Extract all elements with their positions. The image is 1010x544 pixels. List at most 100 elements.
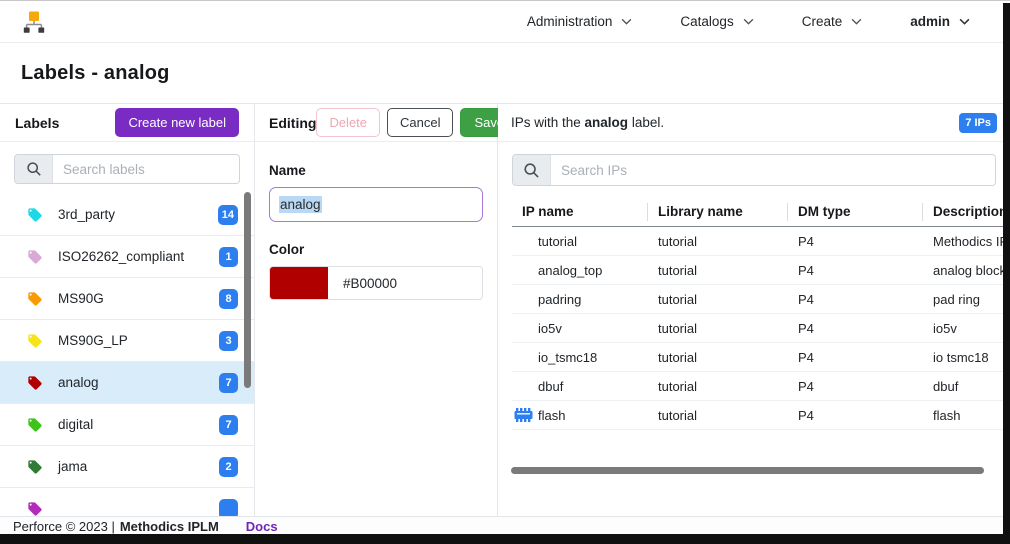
description-cell: dbuf	[933, 378, 959, 394]
delete-button[interactable]: Delete	[316, 108, 381, 137]
tag-icon	[28, 249, 42, 264]
docs-link[interactable]: Docs	[245, 519, 278, 534]
cancel-button[interactable]: Cancel	[387, 108, 454, 137]
library-name-cell: tutorial	[658, 291, 698, 307]
ip-table-row[interactable]: flash tutorial P4 flash	[512, 401, 1010, 430]
description-cell: Methodics IP	[933, 233, 1009, 249]
chevron-down-icon	[851, 18, 862, 25]
label-count-badge: 1	[219, 246, 238, 267]
label-count-badge: 3	[219, 330, 238, 351]
ip-name-cell[interactable]: dbuf	[512, 379, 648, 394]
nav-catalogs[interactable]: Catalogs	[680, 14, 754, 29]
ip-name-cell[interactable]: padring	[512, 292, 648, 307]
ip-table-row[interactable]: io5v tutorial P4 io5v	[512, 314, 1010, 343]
ips-header-suffix: label.	[628, 115, 665, 130]
label-name: ISO26262_compliant	[58, 249, 185, 264]
ips-panel: IPs with the analog label. 7 IPs IP name…	[498, 104, 1010, 516]
color-swatch[interactable]	[270, 267, 328, 299]
description-cell: flash	[933, 407, 961, 423]
labels-panel: Labels Create new label 3rd_party 14 ISO…	[0, 104, 255, 516]
search-labels-input[interactable]	[53, 155, 239, 183]
label-list-item[interactable]: 3rd_party 14	[0, 194, 254, 236]
ip-table-row[interactable]: io_tsmc18 tutorial P4 io tsmc18	[512, 343, 1010, 372]
ip-name: tutorial	[538, 233, 578, 249]
column-header-dm-type[interactable]: DM type	[788, 203, 923, 221]
label-list-item[interactable]: analog 7	[0, 362, 254, 404]
nav-administration-label: Administration	[526, 14, 613, 29]
label-list-item[interactable]: MS90G 8	[0, 278, 254, 320]
tag-icon	[28, 333, 42, 348]
ip-table-row[interactable]: analog_top tutorial P4 analog block	[512, 256, 1010, 285]
dm-type-cell: P4	[798, 378, 814, 394]
library-name-cell: tutorial	[658, 320, 698, 336]
column-header-library-name[interactable]: Library name	[648, 203, 788, 221]
create-new-label-button[interactable]: Create new label	[115, 108, 239, 137]
description-cell: io tsmc18	[933, 349, 989, 365]
editing-panel: Editing Delete Cancel Save Name analog C…	[255, 104, 519, 516]
label-list-item[interactable]: digital 7	[0, 404, 254, 446]
labels-search-wrap	[0, 142, 254, 194]
column-header-ip-name[interactable]: IP name	[512, 203, 648, 221]
library-name-cell: tutorial	[658, 378, 698, 394]
footer-copyright: Perforce © 2023 |	[13, 519, 115, 534]
ip-name-cell[interactable]: analog_top	[512, 263, 648, 278]
color-picker-field[interactable]: #B00000	[269, 266, 483, 300]
library-name-cell: tutorial	[658, 233, 698, 249]
ips-panel-header: IPs with the analog label. 7 IPs	[498, 104, 1010, 142]
tag-icon	[28, 291, 42, 306]
chevron-down-icon	[959, 18, 970, 25]
ips-search-wrap	[498, 142, 1010, 198]
ip-table-row[interactable]: padring tutorial P4 pad ring	[512, 285, 1010, 314]
ip-name: dbuf	[538, 378, 564, 394]
chevron-down-icon	[622, 18, 632, 25]
search-icon	[15, 155, 53, 183]
top-nav: Administration Catalogs Create admin	[0, 1, 1010, 43]
window-frame-right	[1003, 3, 1010, 544]
label-count-badge: 14	[217, 204, 238, 225]
labels-list-scrollbar[interactable]	[244, 192, 251, 388]
tag-icon	[28, 459, 42, 474]
label-list-item[interactable]: ISO26262_compliant 1	[0, 236, 254, 278]
ip-name: padring	[538, 291, 582, 307]
nav-administration[interactable]: Administration	[527, 14, 633, 29]
ip-name: flash	[538, 407, 566, 423]
title-bar: Labels - analog	[0, 43, 1010, 104]
app-logo-icon[interactable]	[22, 10, 46, 34]
tag-icon	[28, 417, 42, 432]
chevron-down-icon	[743, 18, 754, 25]
column-header-description[interactable]: Description	[933, 204, 1008, 219]
ips-table: IP name Library name DM type Description…	[512, 198, 1010, 430]
label-list-item[interactable]	[0, 488, 254, 516]
editing-panel-body: Name analog Color #B00000	[255, 142, 497, 314]
tag-icon	[28, 207, 42, 222]
ip-name-cell[interactable]: io5v	[512, 321, 648, 336]
ip-table-row[interactable]: tutorial tutorial P4 Methodics IP	[512, 227, 1010, 256]
ips-table-horizontal-scrollbar[interactable]	[511, 467, 984, 474]
search-ips-input[interactable]	[551, 155, 995, 185]
editing-panel-header: Editing Delete Cancel Save	[255, 104, 519, 142]
name-input[interactable]: analog	[269, 187, 483, 222]
ip-name-cell[interactable]: io_tsmc18	[512, 350, 648, 365]
ip-name-cell[interactable]: tutorial	[512, 234, 648, 249]
footer: Perforce © 2023 | Methodics IPLM Docs	[0, 516, 1010, 536]
label-count-badge: 8	[219, 288, 238, 309]
labels-panel-title: Labels	[15, 114, 60, 131]
labels-search-group	[14, 154, 240, 184]
name-input-value: analog	[279, 196, 322, 213]
ip-name-cell[interactable]: flash	[512, 408, 648, 423]
description-cell: pad ring	[933, 291, 980, 307]
dm-type-cell: P4	[798, 262, 814, 278]
ip-table-row[interactable]: dbuf tutorial P4 dbuf	[512, 372, 1010, 401]
label-list-item[interactable]: MS90G_LP 3	[0, 320, 254, 362]
description-cell: analog block	[933, 262, 1006, 278]
nav-create-label: Create	[801, 14, 843, 29]
nav-menu: Administration Catalogs Create admin	[527, 14, 988, 29]
nav-user-admin[interactable]: admin	[910, 14, 970, 29]
nav-create[interactable]: Create	[802, 14, 863, 29]
label-name: digital	[58, 417, 94, 432]
label-name: MS90G	[58, 291, 104, 306]
label-list-item[interactable]: jama 2	[0, 446, 254, 488]
name-field-label: Name	[269, 163, 306, 178]
label-name: MS90G_LP	[58, 333, 128, 348]
